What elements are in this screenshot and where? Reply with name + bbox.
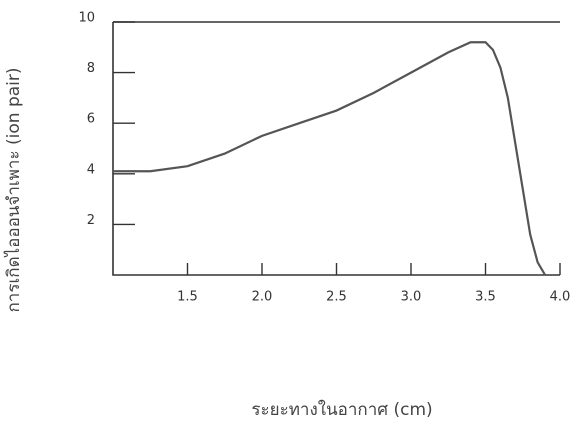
- data-line: [113, 41, 547, 276]
- x-tick-label: 2.0: [252, 290, 273, 305]
- y-tick-label: 6: [87, 112, 95, 127]
- axes: [112, 21, 560, 276]
- x-tick-label: 1.5: [177, 290, 198, 305]
- x-tick-label: 4.0: [550, 290, 571, 305]
- y-tick-label: 8: [87, 61, 95, 76]
- x-tick-label: 3.5: [475, 290, 496, 305]
- y-tick-label: 2: [87, 213, 95, 228]
- y-axis-label: การเกิดไอออนจำเพาะ (ion pair): [3, 67, 24, 312]
- x-tick-label: 2.5: [326, 290, 347, 305]
- y-tick-label: 10: [78, 11, 95, 26]
- x-axis-label: ระยะทางในอากาศ (cm): [251, 399, 432, 420]
- y-tick-label: 4: [87, 162, 95, 177]
- x-tick-label: 3.0: [401, 290, 422, 305]
